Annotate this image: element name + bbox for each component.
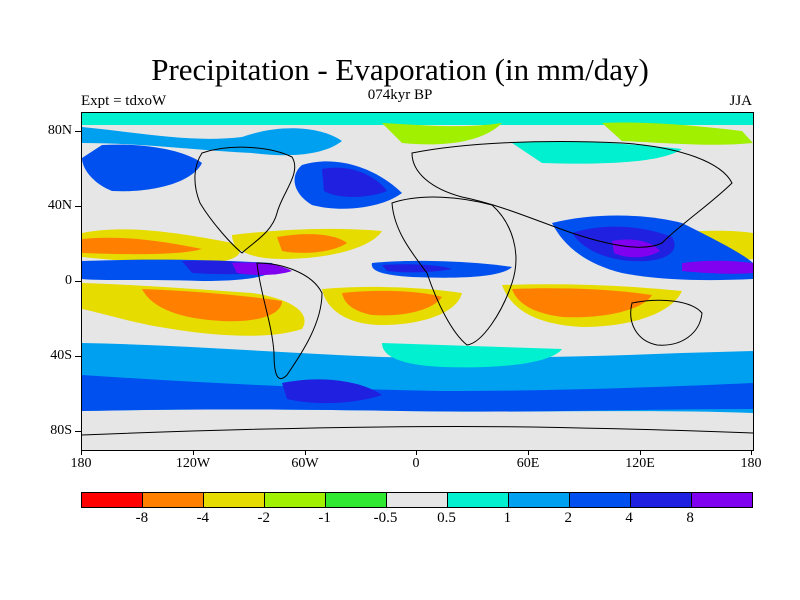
x-label-0: 0 <box>412 456 420 471</box>
y-tick-40s <box>75 356 81 357</box>
precip-evap-map <box>81 112 754 451</box>
y-label-80s: 80S <box>50 423 72 438</box>
colorbar-segment <box>509 493 570 507</box>
y-tick-40n <box>75 206 81 207</box>
experiment-label: Expt = tdxoW <box>81 93 167 109</box>
x-tick-0 <box>416 450 417 455</box>
y-label-80n: 80N <box>47 123 72 138</box>
x-label-180w: 180 <box>70 456 92 471</box>
map-field-svg <box>82 113 753 450</box>
y-label-40s: 40S <box>50 348 72 363</box>
s-atlantic-subtropical-orange <box>342 290 442 316</box>
x-label-60w: 60W <box>291 456 319 471</box>
y-tick-80s <box>75 431 81 432</box>
colorbar-label: 8 <box>686 510 694 526</box>
colorbar-segment <box>143 493 204 507</box>
arctic-green <box>602 122 753 145</box>
southern-ocean-blue <box>82 375 753 412</box>
north-pacific-blue <box>82 144 202 192</box>
atlantic-itcz-core <box>382 264 452 273</box>
colorbar-label: -1 <box>318 510 331 526</box>
colorbar-label: -8 <box>135 510 149 526</box>
x-label-60e: 60E <box>516 456 540 471</box>
colorbar-label: 4 <box>625 510 633 526</box>
southern-ocean-cyan <box>382 343 562 368</box>
colorbar-segment <box>265 493 326 507</box>
north-pacific-storm-track <box>82 127 342 156</box>
australia-outline <box>630 299 703 346</box>
colorbar-segment <box>387 493 448 507</box>
colorbar-label: -2 <box>257 510 270 526</box>
colorbar-label: -0.5 <box>373 510 398 526</box>
s-indian-subtropical-orange <box>512 288 652 318</box>
colorbar-segment <box>570 493 631 507</box>
x-tick-120w <box>193 450 194 455</box>
x-label-180e: 180 <box>740 456 762 471</box>
x-label-120e: 120E <box>625 456 655 471</box>
arctic-band <box>82 113 753 125</box>
antarctica-outline <box>82 425 753 436</box>
w-pacific-warm-pool-max <box>682 260 753 274</box>
colorbar <box>81 492 753 508</box>
sahara-neutral <box>392 206 515 255</box>
x-tick-60w <box>305 450 306 455</box>
colorbar-segment <box>326 493 387 507</box>
x-tick-60e <box>528 450 529 455</box>
x-tick-180w <box>81 450 82 455</box>
colorbar-label: 2 <box>564 510 573 526</box>
colorbar-label: -4 <box>196 510 210 526</box>
coastlines <box>82 140 753 436</box>
eurasia-outline <box>411 140 733 248</box>
n-atlantic-subtropical-orange <box>277 234 347 253</box>
africa-outline <box>391 196 517 346</box>
chart-title: Precipitation - Evaporation (in mm/day) <box>151 52 649 87</box>
north-america-outline <box>194 146 296 254</box>
y-label-40n: 40N <box>47 198 72 213</box>
y-tick-80n <box>75 131 81 132</box>
x-tick-120e <box>640 450 641 455</box>
southern-ocean-deep <box>282 379 382 404</box>
colorbar-segment <box>448 493 509 507</box>
y-tick-0 <box>75 281 81 282</box>
north-atlantic-deep <box>322 167 387 197</box>
siberia-cyan <box>512 141 682 164</box>
colorbar-label: 1 <box>503 510 512 526</box>
s-pacific-subtropical-orange <box>142 289 282 322</box>
south-america-outline <box>256 262 323 380</box>
subarctic-green-1 <box>382 123 502 145</box>
x-label-120w: 120W <box>175 456 211 471</box>
colorbar-segment <box>692 493 752 507</box>
asian-monsoon-max <box>612 239 660 258</box>
colorbar-segment <box>631 493 692 507</box>
colorbar-segment <box>204 493 265 507</box>
y-label-0: 0 <box>65 273 72 288</box>
colorbar-label: 0.5 <box>437 510 456 526</box>
period-subtitle: 074kyr BP <box>367 87 433 103</box>
n-pacific-subtropical-orange <box>82 237 202 255</box>
colorbar-segment <box>82 493 143 507</box>
x-tick-180e <box>751 450 752 455</box>
season-label: JJA <box>729 93 752 109</box>
pacific-itcz-max <box>232 262 292 276</box>
